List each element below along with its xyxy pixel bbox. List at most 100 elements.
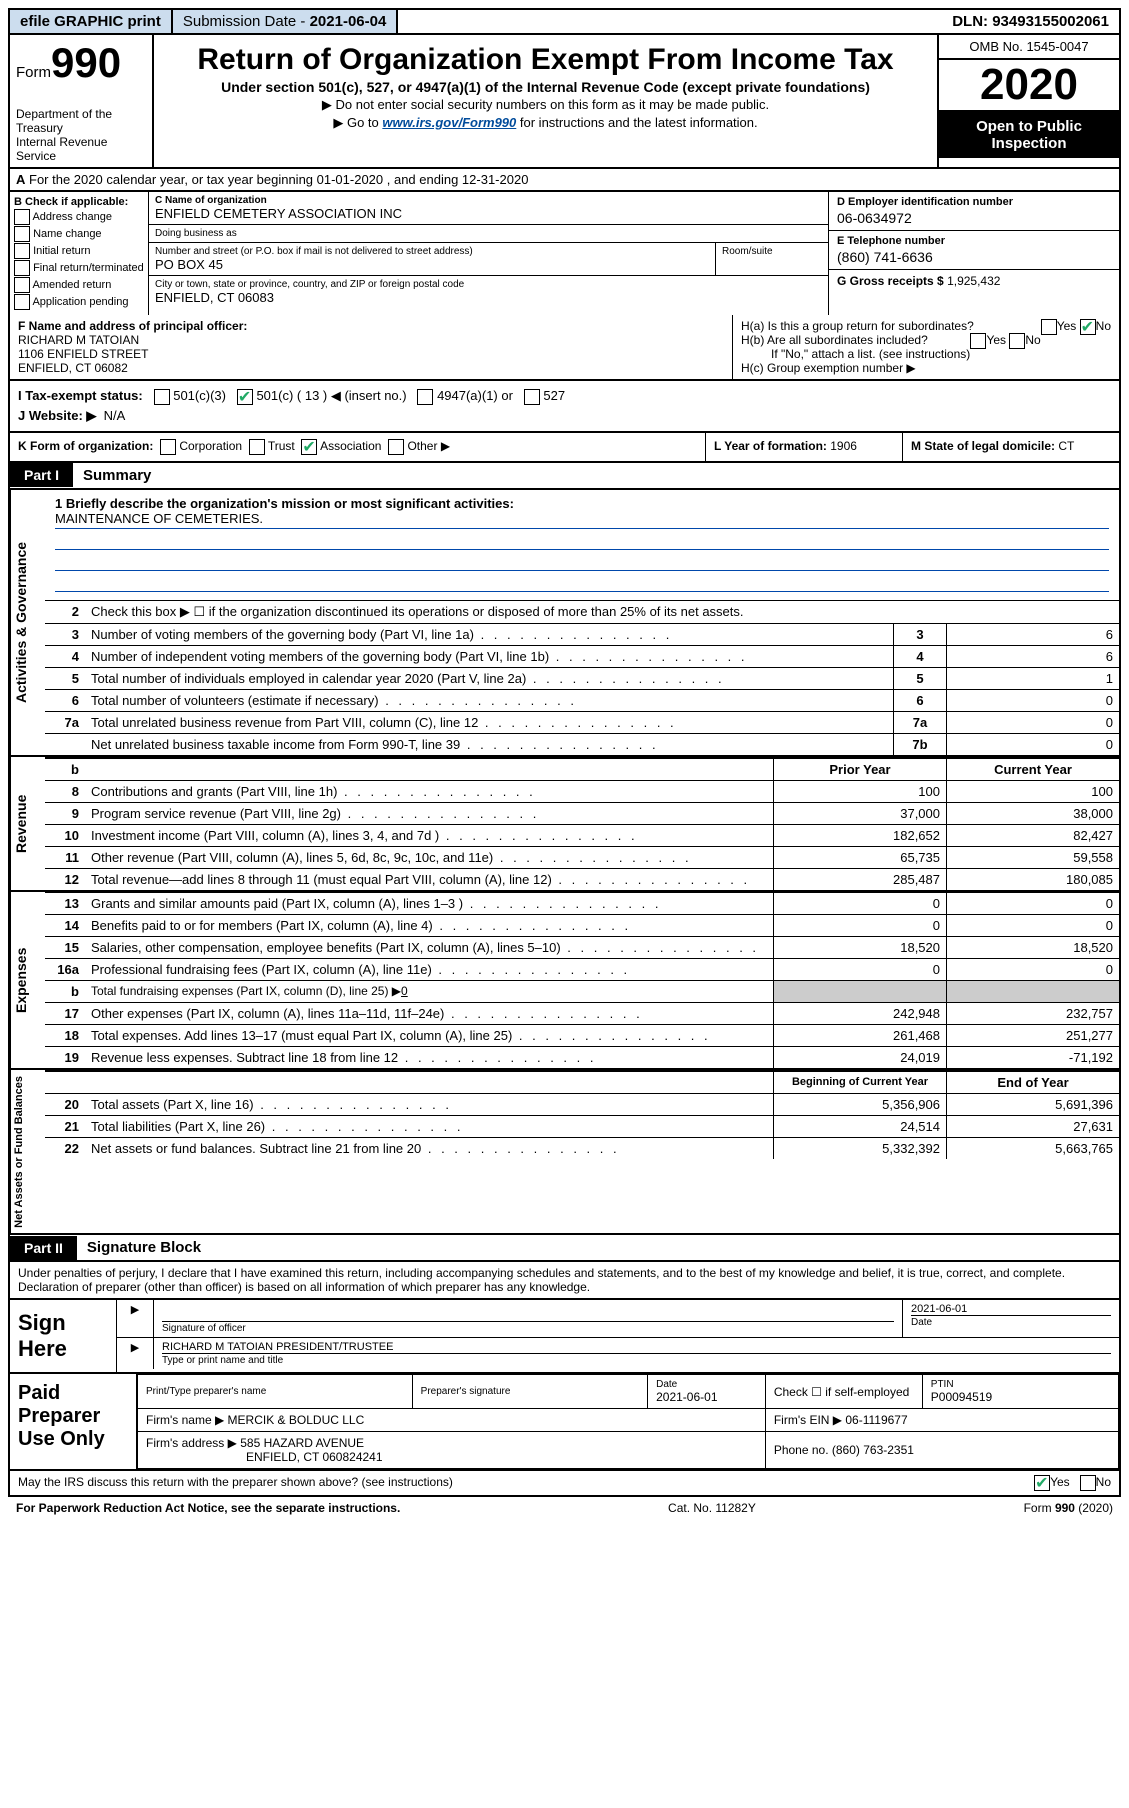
- cb-initial-return[interactable]: Initial return: [14, 243, 144, 259]
- net-assets-section: Net Assets or Fund Balances Beginning of…: [8, 1070, 1121, 1236]
- arrow-icon: ▶: [117, 1300, 154, 1337]
- dept-treasury: Department of the Treasury: [16, 107, 146, 135]
- org-name: ENFIELD CEMETERY ASSOCIATION INC: [155, 206, 822, 221]
- box-f: F Name and address of principal officer:…: [10, 315, 733, 379]
- telephone: (860) 741-6636: [837, 249, 1111, 265]
- officer-label: F Name and address of principal officer:: [18, 319, 724, 333]
- cb-final-return[interactable]: Final return/terminated: [14, 260, 144, 276]
- cb-name-change[interactable]: Name change: [14, 226, 144, 242]
- efile-button[interactable]: efile GRAPHIC print: [10, 10, 173, 33]
- form990-link[interactable]: www.irs.gov/Form990: [382, 115, 516, 130]
- box-b-title: B Check if applicable:: [14, 196, 144, 208]
- row-ij: I Tax-exempt status: 501(c)(3) 501(c) ( …: [8, 381, 1121, 433]
- mission-label: 1 Briefly describe the organization's mi…: [55, 496, 1109, 511]
- governance-table: 2Check this box ▶ ☐ if the organization …: [45, 600, 1119, 623]
- col-b: b: [45, 758, 85, 781]
- form-prefix: Form: [16, 64, 51, 81]
- self-employed: Check ☐ if self-employed: [774, 1385, 909, 1399]
- city: ENFIELD, CT 06083: [155, 290, 822, 305]
- single-value-table: 3Number of voting members of the governi…: [45, 623, 1119, 755]
- ssn-warning: Do not enter social security numbers on …: [160, 97, 931, 113]
- ha-yesno: Yes No: [1041, 319, 1111, 335]
- form-subtitle: Under section 501(c), 527, or 4947(a)(1)…: [160, 79, 931, 95]
- officer-addr1: 1106 ENFIELD STREET: [18, 347, 724, 361]
- sign-date: 2021-06-01: [911, 1303, 1111, 1315]
- hb-text: H(b) Are all subordinates included?: [741, 333, 928, 347]
- sign-date-label: Date: [911, 1315, 1111, 1328]
- box-d: D Employer identification number 06-0634…: [829, 192, 1119, 315]
- prep-date-label: Date: [656, 1379, 757, 1390]
- part2-tab: Part II: [10, 1236, 77, 1260]
- line2: Check this box ▶ ☐ if the organization d…: [85, 600, 1119, 623]
- sign-here-label: Sign Here: [10, 1300, 117, 1372]
- gross-label: G Gross receipts $: [837, 274, 947, 288]
- form-of-org: K Form of organization: Corporation Trus…: [10, 433, 706, 461]
- firm-phone: (860) 763-2351: [832, 1443, 914, 1457]
- submission-date: Submission Date - 2021-06-04: [173, 10, 398, 33]
- phone-label: Phone no.: [774, 1443, 832, 1457]
- hb-note: If "No," attach a list. (see instruction…: [741, 347, 1111, 361]
- year-formation: L Year of formation: 1906: [706, 433, 903, 461]
- prior-year-hdr: Prior Year: [774, 758, 947, 781]
- street-label: Number and street (or P.O. box if mail i…: [155, 246, 709, 257]
- net-table: Beginning of Current YearEnd of Year 20T…: [45, 1070, 1119, 1159]
- part1-title: Summary: [73, 463, 161, 488]
- tel-label: E Telephone number: [837, 235, 1111, 247]
- officer-addr2: ENFIELD, CT 06082: [18, 361, 724, 375]
- prep-sig-label: Preparer's signature: [421, 1386, 639, 1397]
- paid-preparer-label: Paid Preparer Use Only: [10, 1374, 137, 1469]
- header-center: Return of Organization Exempt From Incom…: [154, 35, 937, 167]
- form-number: Form990: [16, 39, 146, 87]
- preparer-table: Print/Type preparer's name Preparer's si…: [137, 1374, 1119, 1469]
- cb-amended[interactable]: Amended return: [14, 277, 144, 293]
- dln-label: DLN:: [952, 13, 992, 30]
- dln: DLN: 93493155002061: [942, 10, 1119, 33]
- hb-yesno: Yes No: [970, 333, 1040, 349]
- part1-header: Part I Summary: [8, 463, 1121, 490]
- discuss-yesno: Yes No: [1034, 1475, 1111, 1491]
- vlabel-expenses: Expenses: [10, 892, 45, 1068]
- open-public: Open to Public Inspection: [939, 112, 1119, 158]
- activities-governance: Activities & Governance 1 Briefly descri…: [8, 490, 1121, 757]
- ptin-label: PTIN: [931, 1379, 1110, 1390]
- box-b: B Check if applicable: Address change Na…: [10, 192, 149, 315]
- arrow-icon: ▶: [117, 1338, 154, 1369]
- ein: 06-0634972: [837, 210, 1111, 226]
- city-label: City or town, state or province, country…: [155, 279, 822, 290]
- sig-officer-label: Signature of officer: [162, 1321, 894, 1334]
- begin-year-hdr: Beginning of Current Year: [774, 1071, 947, 1094]
- part2-title: Signature Block: [77, 1235, 211, 1260]
- gross-receipts: 1,925,432: [947, 274, 1000, 288]
- hc-text: H(c) Group exemption number ▶: [741, 361, 1111, 375]
- revenue-section: Revenue bPrior YearCurrent Year 8Contrib…: [8, 757, 1121, 892]
- print-name-label: Type or print name and title: [162, 1353, 1111, 1366]
- revenue-table: bPrior YearCurrent Year 8Contributions a…: [45, 757, 1119, 890]
- part2-header: Part II Signature Block: [8, 1235, 1121, 1262]
- header-left: Form990 Department of the Treasury Inter…: [10, 35, 154, 167]
- form-title: Return of Organization Exempt From Incom…: [160, 43, 931, 77]
- cb-application-pending[interactable]: Application pending: [14, 294, 144, 310]
- discuss-question: May the IRS discuss this return with the…: [18, 1475, 1034, 1491]
- discuss-row: May the IRS discuss this return with the…: [8, 1471, 1121, 1496]
- firm-ein-label: Firm's EIN ▶: [774, 1413, 842, 1427]
- form-ref: Form 990 (2020): [1024, 1501, 1113, 1515]
- firm-addr1: 585 HAZARD AVENUE: [240, 1436, 364, 1450]
- form-no: 990: [51, 39, 121, 86]
- page-footer: For Paperwork Reduction Act Notice, see …: [8, 1496, 1121, 1519]
- meta-grid: B Check if applicable: Address change Na…: [8, 192, 1121, 315]
- street: PO BOX 45: [155, 257, 709, 272]
- current-year-hdr: Current Year: [947, 758, 1120, 781]
- ha-text: H(a) Is this a group return for subordin…: [741, 319, 974, 333]
- cb-address-change[interactable]: Address change: [14, 209, 144, 225]
- prep-name-label: Print/Type preparer's name: [146, 1386, 404, 1397]
- subdate-label: Submission Date -: [183, 13, 310, 30]
- firm-name: MERCIK & BOLDUC LLC: [228, 1413, 365, 1427]
- paperwork-notice: For Paperwork Reduction Act Notice, see …: [16, 1501, 400, 1515]
- expenses-section: Expenses 13Grants and similar amounts pa…: [8, 892, 1121, 1070]
- part1-tab: Part I: [10, 463, 73, 487]
- tax-period: For the 2020 calendar year, or tax year …: [29, 172, 528, 187]
- firm-addr2: ENFIELD, CT 060824241: [146, 1450, 383, 1464]
- vlabel-revenue: Revenue: [10, 757, 45, 890]
- suite-label: Room/suite: [716, 243, 828, 275]
- goto-post: for instructions and the latest informat…: [516, 115, 757, 130]
